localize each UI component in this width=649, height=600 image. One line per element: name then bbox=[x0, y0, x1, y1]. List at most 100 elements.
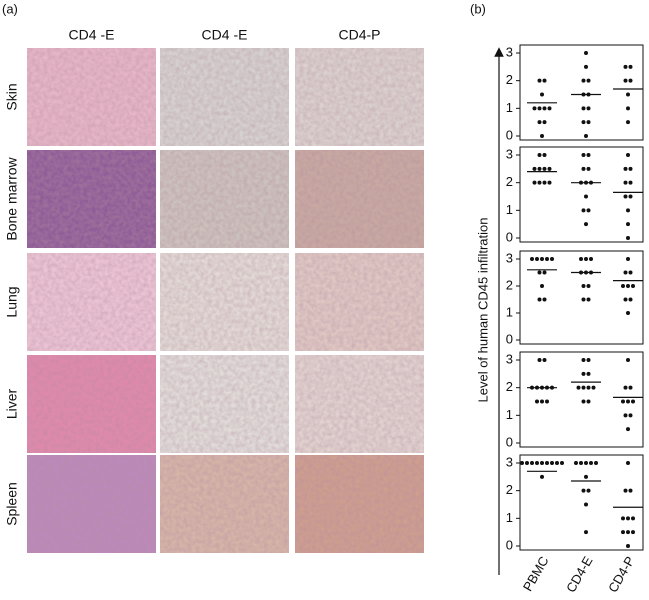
data-dot bbox=[560, 461, 564, 465]
data-dot bbox=[532, 106, 537, 111]
data-dot bbox=[540, 284, 544, 288]
data-dot bbox=[626, 106, 630, 111]
data-dot bbox=[542, 180, 547, 185]
data-dot bbox=[542, 78, 547, 83]
data-dot bbox=[626, 530, 630, 535]
micrograph bbox=[295, 150, 424, 248]
data-dot bbox=[542, 358, 547, 362]
data-dot bbox=[581, 78, 586, 83]
plot-frame bbox=[519, 44, 644, 141]
data-dot bbox=[581, 284, 586, 288]
data-dot bbox=[586, 371, 591, 376]
data-dot bbox=[574, 461, 578, 465]
data-dot bbox=[628, 270, 633, 275]
panel-label: (a) bbox=[2, 1, 18, 16]
data-dot bbox=[545, 461, 549, 465]
data-dot bbox=[537, 153, 542, 157]
y-tick-label: 2 bbox=[506, 379, 513, 394]
data-dot bbox=[584, 530, 588, 535]
data-dot bbox=[623, 194, 628, 199]
micrograph bbox=[160, 150, 289, 248]
data-dot bbox=[535, 257, 539, 261]
data-dot bbox=[628, 78, 633, 83]
data-dot bbox=[626, 516, 630, 521]
column-header: CD4 -E bbox=[202, 27, 248, 43]
micrograph bbox=[295, 253, 424, 351]
data-dot bbox=[626, 427, 630, 432]
data-dot bbox=[540, 399, 544, 404]
micrograph bbox=[160, 253, 289, 351]
data-dot bbox=[584, 474, 588, 479]
x-tick-label: CD4-P bbox=[605, 554, 637, 595]
data-dot bbox=[628, 385, 633, 390]
data-dot bbox=[594, 461, 598, 465]
data-dot bbox=[586, 284, 591, 288]
data-dot bbox=[621, 530, 625, 535]
y-tick-label: 2 bbox=[506, 174, 513, 189]
data-dot bbox=[542, 153, 547, 157]
plot-frame bbox=[519, 454, 644, 551]
data-dot bbox=[584, 64, 588, 69]
data-dot bbox=[579, 257, 583, 261]
micrograph bbox=[160, 48, 289, 146]
data-dot bbox=[626, 208, 630, 213]
plot-frame bbox=[519, 351, 644, 448]
micrograph bbox=[160, 455, 289, 553]
data-dot bbox=[542, 120, 547, 125]
data-dot bbox=[623, 180, 628, 185]
data-dot bbox=[584, 222, 588, 227]
data-dot bbox=[589, 461, 593, 465]
column-header: CD4-P bbox=[338, 27, 380, 43]
data-dot bbox=[626, 311, 630, 315]
data-dot bbox=[579, 461, 583, 465]
data-dot bbox=[586, 78, 591, 83]
y-tick-label: 0 bbox=[506, 229, 513, 244]
data-dot bbox=[586, 488, 591, 493]
data-dot bbox=[631, 399, 635, 404]
data-dot bbox=[581, 371, 586, 376]
data-dot bbox=[581, 399, 586, 404]
data-dot bbox=[628, 297, 633, 302]
data-dot bbox=[576, 385, 581, 390]
micrograph bbox=[27, 48, 156, 146]
data-dot bbox=[530, 461, 534, 465]
data-dot bbox=[581, 166, 586, 171]
plot-frame bbox=[519, 250, 644, 345]
panel-label: (b) bbox=[470, 1, 486, 16]
data-dot bbox=[626, 461, 630, 465]
data-dot bbox=[586, 120, 591, 125]
data-dot bbox=[631, 516, 635, 521]
y-tick-label: 1 bbox=[506, 407, 513, 422]
data-dot bbox=[586, 358, 591, 362]
x-tick-label: CD4-E bbox=[563, 553, 596, 595]
micrograph bbox=[295, 355, 424, 453]
data-dot bbox=[584, 461, 588, 465]
data-dot bbox=[584, 194, 588, 199]
data-dot bbox=[581, 106, 586, 111]
data-dot bbox=[589, 257, 593, 261]
y-tick-label: 0 bbox=[506, 127, 513, 142]
data-dot bbox=[628, 166, 633, 171]
data-dot bbox=[532, 180, 537, 185]
data-dot bbox=[525, 461, 529, 465]
y-tick-label: 3 bbox=[506, 454, 513, 469]
micrograph bbox=[295, 455, 424, 553]
data-dot bbox=[545, 399, 549, 404]
data-dot bbox=[581, 153, 586, 157]
data-dot bbox=[540, 92, 544, 97]
micrograph bbox=[27, 253, 156, 351]
data-dot bbox=[628, 194, 633, 199]
data-dot bbox=[623, 385, 628, 390]
data-dot bbox=[581, 297, 586, 302]
y-tick-label: 2 bbox=[506, 482, 513, 497]
data-dot bbox=[623, 297, 628, 302]
data-dot bbox=[626, 222, 630, 227]
row-label: Lung bbox=[4, 286, 20, 317]
row-label: Bone marrow bbox=[4, 156, 20, 240]
y-tick-label: 1 bbox=[506, 100, 513, 115]
data-dot bbox=[547, 180, 552, 185]
data-dot bbox=[586, 106, 591, 111]
data-dot bbox=[586, 208, 591, 213]
data-dot bbox=[631, 284, 635, 288]
